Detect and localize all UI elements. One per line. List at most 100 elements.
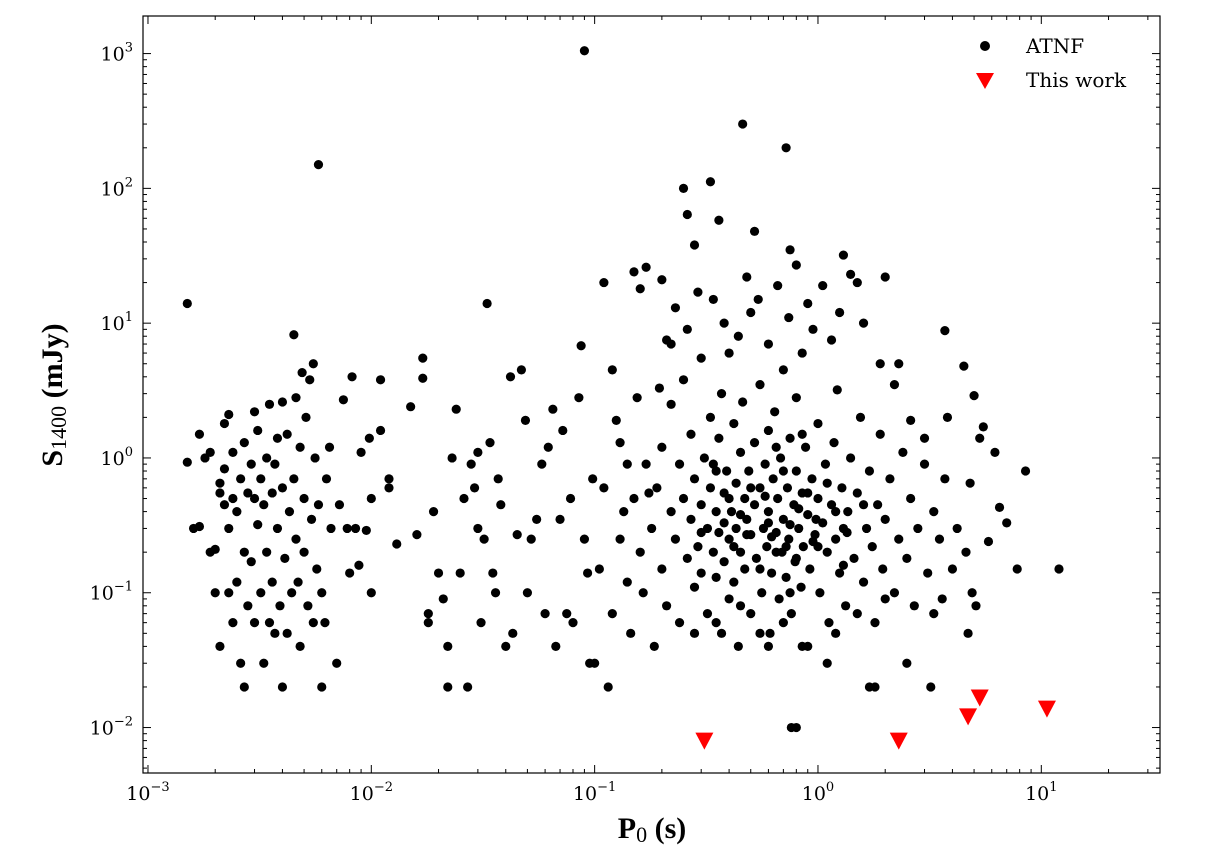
atnf-point — [852, 488, 862, 498]
atnf-point — [705, 483, 716, 493]
legend: ATNF This work — [976, 34, 1127, 92]
atnf-point — [678, 183, 689, 193]
atnf-point — [641, 459, 651, 469]
this-work-point — [695, 732, 714, 750]
atnf-point — [771, 442, 781, 452]
atnf-point — [321, 474, 332, 484]
atnf-point — [537, 459, 547, 469]
legend-label-atnf: ATNF — [1025, 34, 1084, 58]
atnf-point — [548, 404, 558, 414]
atnf-point — [902, 553, 912, 563]
atnf-point — [272, 523, 283, 534]
atnf-point — [749, 437, 760, 448]
atnf-point — [785, 588, 795, 598]
atnf-point — [689, 240, 700, 250]
atnf-point — [210, 588, 220, 598]
atnf-point — [913, 523, 923, 534]
atnf-point — [632, 393, 642, 403]
atnf-point — [811, 514, 821, 525]
atnf-point — [782, 483, 793, 493]
atnf-point — [662, 601, 672, 611]
atnf-point — [929, 506, 939, 517]
atnf-point — [306, 514, 317, 525]
atnf-point — [267, 577, 277, 587]
x-tick-labels: 10−3 10−2 10−1 100 101 — [126, 780, 1057, 805]
atnf-point — [740, 493, 750, 504]
atnf-point — [744, 466, 754, 476]
minor-ticks — [143, 16, 1160, 773]
y-axis-label: S1400 (mJy) — [36, 323, 71, 466]
atnf-point — [308, 618, 318, 628]
atnf-point — [797, 348, 807, 358]
atnf-point — [347, 372, 357, 382]
atnf-point — [724, 493, 734, 504]
atnf-point — [253, 425, 263, 436]
atnf-point — [880, 272, 890, 282]
atnf-point — [898, 447, 908, 457]
atnf-point — [622, 459, 632, 469]
atnf-point — [289, 474, 299, 484]
atnf-point — [443, 682, 453, 692]
atnf-point — [277, 483, 288, 493]
atnf-point — [778, 365, 788, 375]
atnf-point — [885, 474, 895, 484]
atnf-point — [842, 527, 852, 538]
atnf-point — [763, 506, 774, 517]
atnf-point — [262, 453, 272, 463]
atnf-point — [967, 588, 977, 598]
atnf-point — [719, 518, 729, 528]
atnf-point — [270, 628, 280, 638]
atnf-point — [778, 618, 788, 628]
atnf-point — [622, 577, 632, 587]
atnf-point — [479, 534, 489, 544]
atnf-point — [693, 541, 703, 552]
atnf-point — [724, 594, 734, 604]
atnf-point — [791, 466, 801, 476]
y-tick-labels: 10−2 10−1 100 101 102 103 — [90, 41, 133, 740]
atnf-point — [749, 226, 760, 236]
atnf-point — [282, 628, 292, 638]
atnf-point — [406, 402, 416, 412]
atnf-point — [765, 628, 775, 638]
atnf-point — [818, 280, 828, 291]
atnf-point — [781, 143, 791, 153]
atnf-point — [969, 391, 979, 401]
atnf-point — [611, 415, 621, 425]
atnf-point — [708, 547, 718, 557]
atnf-point — [215, 488, 225, 498]
atnf-point — [295, 442, 305, 452]
atnf-point — [626, 628, 636, 638]
atnf-point — [702, 609, 713, 619]
atnf-point — [831, 506, 841, 517]
atnf-point — [794, 523, 804, 534]
atnf-point — [356, 447, 366, 457]
atnf-point — [215, 641, 225, 651]
atnf-point — [654, 383, 665, 393]
atnf-point — [455, 568, 465, 578]
atnf-point — [711, 572, 721, 582]
legend-marker-this-work — [976, 73, 994, 89]
atnf-point — [228, 447, 238, 457]
atnf-point — [334, 500, 345, 510]
atnf-point — [313, 500, 324, 510]
atnf-point — [342, 523, 352, 534]
atnf-point — [784, 312, 794, 323]
atnf-point — [870, 682, 880, 692]
atnf-point — [824, 618, 834, 628]
atnf-point — [781, 541, 791, 552]
atnf-point — [674, 459, 685, 469]
atnf-point — [205, 447, 215, 457]
atnf-point — [264, 399, 275, 409]
atnf-point — [875, 429, 885, 439]
x-tick-label: 101 — [1025, 780, 1057, 805]
atnf-point — [858, 318, 869, 328]
atnf-point — [791, 722, 801, 733]
atnf-point — [277, 397, 288, 407]
atnf-point — [638, 588, 648, 598]
atnf-point — [791, 553, 801, 563]
atnf-point — [755, 564, 765, 574]
atnf-point — [778, 466, 788, 476]
atnf-point — [940, 326, 950, 336]
atnf-point — [689, 582, 700, 592]
atnf-point — [934, 534, 945, 544]
